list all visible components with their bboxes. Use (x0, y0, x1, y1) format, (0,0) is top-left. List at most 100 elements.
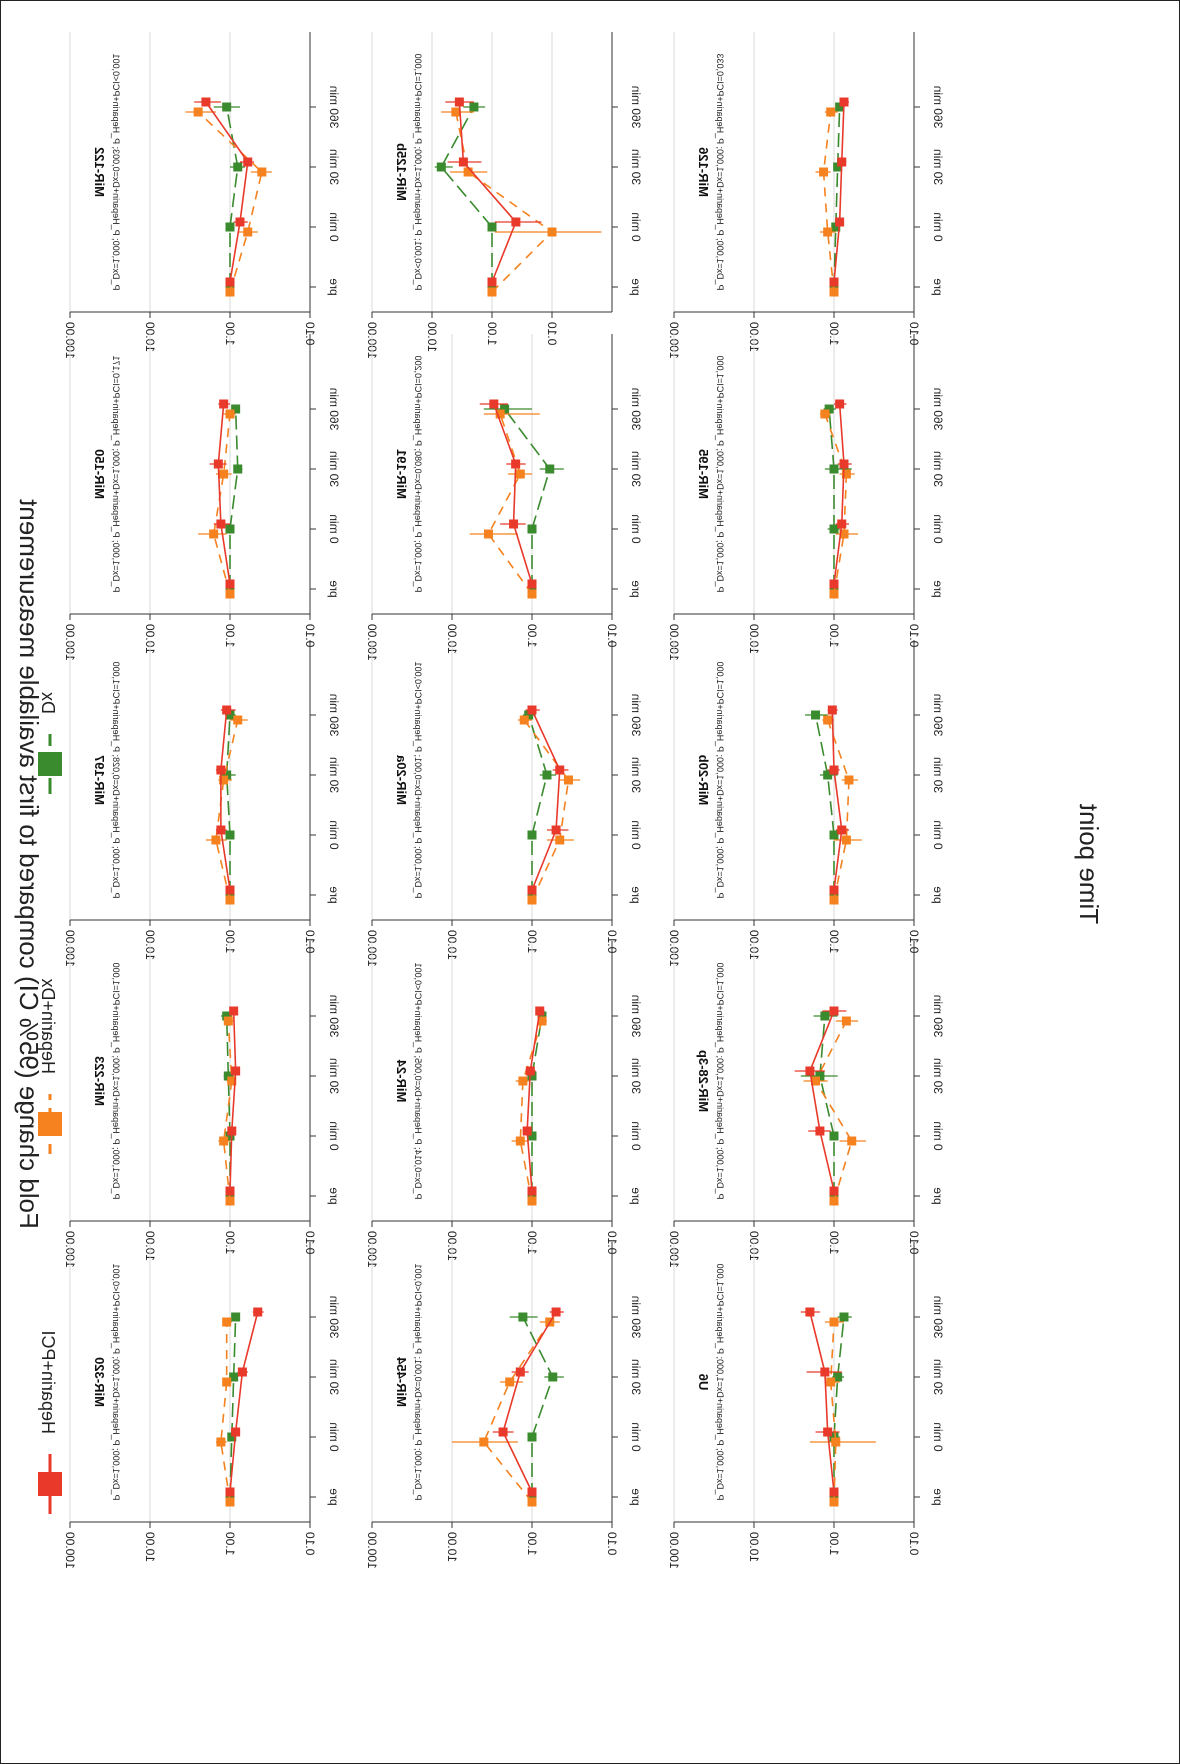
series-line (229, 408, 239, 589)
x-tick-label: pre (629, 278, 643, 296)
series-line (829, 1321, 837, 1503)
data-point (545, 464, 555, 474)
panel-subtitle: P_Dx=1,000; P_Heparin+Dx=1,000; P_Hepari… (111, 1264, 121, 1501)
x-tick-label: 360 min (931, 694, 945, 737)
panel-title: MiR-197 (92, 755, 107, 805)
data-point (518, 1076, 528, 1086)
data-point (483, 529, 493, 539)
x-tick-label: 0 min (931, 1422, 945, 1451)
x-tick-label: pre (931, 278, 945, 296)
series-line (222, 1020, 233, 1202)
series-heparin-pci (225, 1307, 264, 1497)
data-point (233, 162, 243, 172)
x-tick-label: 360 min (327, 86, 341, 129)
data-point (222, 705, 232, 715)
series-line (205, 101, 249, 283)
series-line (526, 1010, 541, 1192)
x-tick-label: 30 min (629, 757, 643, 793)
y-tick-label: 1.00 (525, 624, 539, 648)
data-point (811, 710, 821, 720)
y-tick-label: 10.00 (445, 624, 459, 654)
series-heparin-pci (225, 1006, 241, 1196)
y-tick-label: 10.00 (143, 1532, 157, 1562)
series-heparin-dx (809, 1317, 876, 1507)
x-tick-label: pre (629, 580, 643, 598)
data-point (515, 1136, 525, 1146)
series-heparin-dx (511, 1016, 547, 1206)
series-dx (434, 102, 497, 292)
y-tick-label: 1.00 (827, 624, 841, 648)
panel-subtitle: P_Dx=0,014; P_Heparin+Dx=0,005; P_Hepari… (413, 963, 423, 1200)
data-point (829, 885, 839, 895)
y-tick-label: 0.10 (907, 1532, 921, 1556)
data-point (829, 765, 839, 775)
data-point (527, 589, 537, 599)
series-line (197, 111, 263, 293)
y-tick-label: 0.10 (907, 322, 921, 346)
series-line (225, 714, 231, 895)
data-point (829, 589, 839, 599)
data-point (837, 519, 847, 529)
series-line (822, 111, 835, 293)
panel-title: MiR-454 (394, 1356, 409, 1407)
data-point (837, 825, 847, 835)
series-line (225, 106, 239, 287)
panel-subtitle: P_Dx=1,000; P_Heparin+Dx=0,080; P_Hepari… (413, 356, 423, 593)
data-point (216, 519, 226, 529)
legend-item: Heparin+PCI (38, 1330, 62, 1514)
x-tick-label: pre (629, 1187, 643, 1205)
data-point (469, 102, 479, 112)
legend-label: Heparin+Dx (38, 978, 58, 1074)
panel-grid: 100.00 10.00 1.00 0.10 pre 0 min 30 min 360 min… (63, 32, 945, 1569)
data-point (225, 287, 235, 297)
data-point (225, 895, 235, 905)
data-point (833, 1372, 843, 1382)
data-point (826, 107, 836, 117)
x-tick-label: 360 min (327, 388, 341, 431)
data-point (829, 1186, 839, 1196)
data-point (225, 277, 235, 287)
series-line (522, 1316, 554, 1497)
data-point (225, 579, 235, 589)
data-point (225, 589, 235, 599)
series-heparin-pci (800, 1307, 842, 1497)
series-heparin-dx (205, 715, 248, 905)
x-tick-label: 30 min (931, 1359, 945, 1395)
data-point (216, 825, 226, 835)
legend-label: Heparin+PCI (38, 1330, 58, 1434)
data-point (811, 1076, 821, 1086)
legend-marker (38, 752, 62, 776)
data-point (551, 1307, 561, 1317)
data-point (555, 835, 565, 845)
data-point (537, 1016, 547, 1026)
series-heparin-pci (525, 705, 569, 895)
x-tick-label: pre (629, 886, 643, 904)
y-tick-label: 100.00 (63, 1532, 77, 1569)
x-tick-label: pre (327, 278, 341, 296)
series-line (523, 719, 570, 901)
data-point (231, 1066, 241, 1076)
data-point (829, 895, 839, 905)
data-point (839, 97, 849, 107)
series-line (814, 714, 835, 895)
x-tick-label: 0 min (327, 1121, 341, 1150)
series-dx (823, 404, 852, 594)
series-heparin-pci (794, 1006, 847, 1196)
series-line (824, 413, 848, 595)
y-tick-label: 0.10 (303, 322, 317, 346)
x-tick-label: 0 min (931, 212, 945, 241)
series-line (215, 719, 239, 901)
data-point (527, 1432, 537, 1442)
panel-title: MiR-195 (696, 449, 711, 499)
x-tick-label: 0 min (931, 514, 945, 543)
data-point (829, 1317, 839, 1327)
data-point (563, 775, 573, 785)
data-point (222, 1377, 232, 1387)
data-point (231, 1427, 241, 1437)
panel-subtitle: P_Dx=1,000; P_Heparin+Dx=1,000; P_Hepari… (715, 54, 725, 291)
data-point (231, 1312, 241, 1322)
